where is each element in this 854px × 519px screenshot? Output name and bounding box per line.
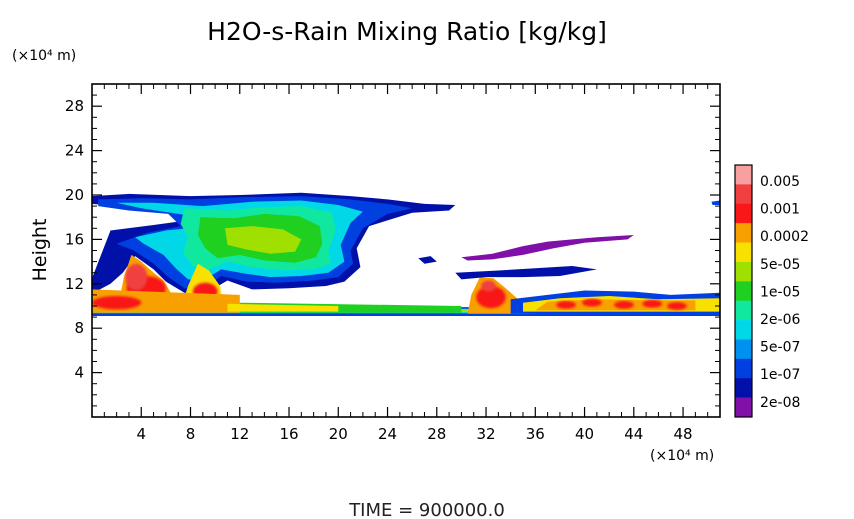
plot-frame bbox=[91, 83, 721, 418]
colorbar-swatch bbox=[735, 300, 752, 321]
y-tick-label: 8 bbox=[74, 319, 84, 337]
colorbar-swatch bbox=[735, 242, 752, 263]
band-yellow bbox=[227, 303, 339, 312]
colorbar-swatch bbox=[735, 339, 752, 360]
colorbar-frame bbox=[734, 164, 753, 418]
y-tick-label: 12 bbox=[65, 275, 84, 293]
colorbar-swatch bbox=[735, 281, 752, 301]
y-tick-label: 24 bbox=[65, 142, 84, 160]
x-unit-label: (×10⁴ m) bbox=[650, 448, 714, 464]
colorbar-swatch bbox=[735, 358, 752, 379]
rain-cell bbox=[667, 302, 687, 310]
chart-title: H2O-s-Rain Mixing Ratio [kg/kg] bbox=[207, 17, 607, 46]
stray-patch bbox=[418, 256, 437, 264]
time-label: TIME = 900000.0 bbox=[348, 500, 505, 519]
x-tick-label: 20 bbox=[329, 425, 348, 443]
colorbar-swatch bbox=[735, 203, 752, 224]
x-axis: 4 8 12 16 20 24 28 32 36 40 44 48 bbox=[103, 84, 709, 443]
edge-patch bbox=[711, 200, 720, 205]
colorbar-swatch bbox=[735, 320, 752, 340]
colorbar-label: 5e-05 bbox=[760, 257, 800, 273]
rain-cell bbox=[614, 301, 634, 309]
cirrus-purple bbox=[461, 235, 634, 261]
y-axis: 4 8 12 16 20 24 28 bbox=[65, 94, 720, 407]
x-tick-label: 44 bbox=[624, 425, 643, 443]
rain-cell bbox=[556, 301, 576, 309]
x-tick-label: 24 bbox=[378, 425, 397, 443]
x-tick-label: 32 bbox=[476, 425, 495, 443]
anvil-lime bbox=[225, 226, 302, 254]
y-tick-label: 20 bbox=[65, 186, 84, 204]
colorbar-label: 0.001 bbox=[760, 202, 800, 218]
y-tick-label: 16 bbox=[65, 230, 84, 248]
x-tick-label: 4 bbox=[136, 425, 146, 443]
mid-patch bbox=[455, 266, 597, 280]
y-tick-label: 28 bbox=[65, 97, 84, 115]
colorbar-swatch bbox=[735, 165, 752, 185]
colorbar-label: 0.0002 bbox=[760, 229, 809, 245]
rain-cell bbox=[582, 298, 602, 307]
colorbar-swatch bbox=[735, 397, 752, 418]
colorbar-swatch bbox=[735, 184, 752, 205]
core-left-upper bbox=[125, 263, 148, 291]
x-tick-label: 16 bbox=[279, 425, 298, 443]
colorbar-label: 1e-07 bbox=[760, 367, 800, 383]
colorbar-swatch bbox=[735, 378, 752, 398]
y-unit-label: (×10⁴ m) bbox=[12, 48, 76, 64]
core-right-top bbox=[481, 280, 496, 292]
core-right bbox=[476, 286, 506, 309]
x-tick-label: 12 bbox=[230, 425, 249, 443]
x-tick-label: 8 bbox=[186, 425, 196, 443]
x-tick-label: 36 bbox=[526, 425, 545, 443]
colorbar-label: 1e-05 bbox=[760, 284, 800, 300]
y-tick-label: 4 bbox=[74, 364, 84, 382]
colorbar-label: 2e-08 bbox=[760, 395, 800, 411]
band-left-red bbox=[92, 296, 142, 310]
x-tick-label: 40 bbox=[575, 425, 594, 443]
rain-cell bbox=[642, 299, 663, 308]
x-tick-label: 48 bbox=[674, 425, 693, 443]
colorbar-label: 5e-07 bbox=[760, 340, 800, 356]
colorbar-label: 0.005 bbox=[760, 174, 800, 190]
x-tick-label: 28 bbox=[427, 425, 446, 443]
y-axis-label: Height bbox=[29, 219, 51, 282]
colorbar-swatch bbox=[735, 261, 752, 282]
heatmap-field bbox=[92, 192, 720, 316]
colorbar-swatch bbox=[735, 223, 752, 243]
colorbar-label: 2e-06 bbox=[760, 312, 800, 328]
colorbar: 0.005 0.001 0.0002 5e-05 1e-05 2e-06 5e-07 1e-0… bbox=[734, 164, 809, 418]
